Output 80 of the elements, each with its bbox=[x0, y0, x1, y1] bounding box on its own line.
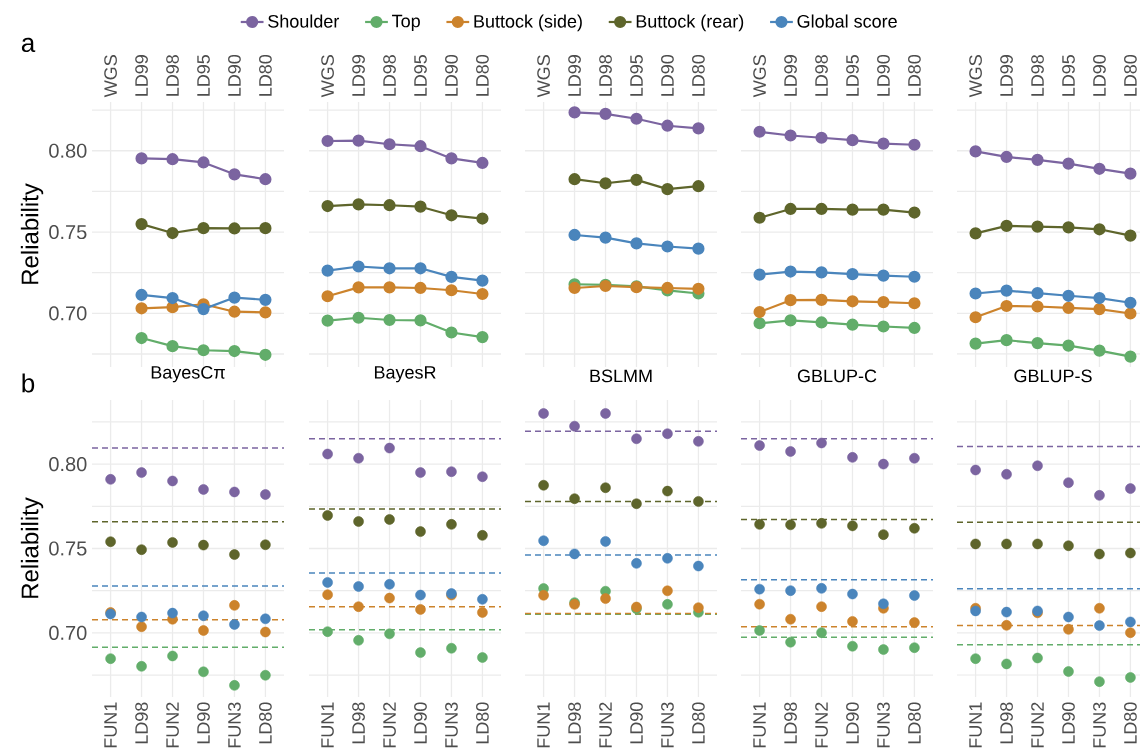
x-tick-label: WGS bbox=[753, 55, 766, 98]
x-tick-label: FUN2 bbox=[815, 702, 828, 748]
y-axis-title: Reliability bbox=[20, 183, 44, 284]
x-tick-label: LD98 bbox=[1000, 702, 1013, 744]
x-tick-label: FUN2 bbox=[383, 702, 396, 748]
x-tick-label: FUN2 bbox=[599, 702, 612, 748]
x-tick-label: LD99 bbox=[784, 55, 797, 96]
x-tick-label: LD95 bbox=[846, 55, 859, 96]
x-tick-label: LD98 bbox=[383, 55, 396, 96]
x-tick-label: FUN1 bbox=[753, 702, 766, 748]
chart-title: BayesCπ bbox=[151, 365, 225, 383]
x-tick-label: LD98 bbox=[1031, 55, 1044, 96]
x-tick-label: LD80 bbox=[908, 702, 921, 744]
legend-label: Buttock (side) bbox=[474, 14, 582, 32]
x-tick-label: FUN1 bbox=[537, 702, 550, 748]
x-tick-label: LD80 bbox=[908, 54, 921, 96]
text: a bbox=[21, 37, 36, 53]
x-tick-label: FUN1 bbox=[321, 702, 334, 748]
y-tick-label: 0.80 bbox=[49, 457, 87, 472]
x-tick-label: LD90 bbox=[877, 54, 890, 96]
x-tick-label: LD90 bbox=[661, 54, 674, 96]
y-tick-label: 0.75 bbox=[49, 541, 87, 556]
x-tick-label: LD99 bbox=[352, 55, 365, 96]
legend-label: Shoulder bbox=[268, 14, 340, 28]
x-tick-label: LD99 bbox=[1000, 55, 1013, 96]
x-tick-label: LD98 bbox=[568, 702, 581, 744]
x-tick-label: LD99 bbox=[568, 55, 581, 96]
x-tick-label: LD80 bbox=[692, 54, 705, 96]
x-tick-label: LD95 bbox=[630, 55, 643, 96]
x-tick-label: LD98 bbox=[599, 55, 612, 96]
x-tick-label: FUN3 bbox=[228, 702, 241, 748]
text: b bbox=[22, 373, 35, 393]
x-tick-label: LD90 bbox=[630, 702, 643, 744]
legend-label: Top bbox=[392, 14, 420, 31]
x-tick-label: FUN2 bbox=[166, 702, 179, 748]
x-tick-label: LD90 bbox=[197, 702, 210, 744]
x-tick-label: WGS bbox=[537, 55, 550, 98]
x-tick-label: LD80 bbox=[259, 54, 272, 96]
x-tick-label: FUN2 bbox=[1031, 702, 1044, 748]
x-tick-label: LD98 bbox=[135, 702, 148, 744]
legend-label: Buttock (rear) bbox=[636, 14, 744, 32]
chart-title: BSLMM bbox=[590, 369, 652, 383]
x-tick-label: LD95 bbox=[197, 55, 210, 96]
x-tick-label: LD80 bbox=[259, 702, 272, 744]
x-tick-label: LD80 bbox=[476, 54, 489, 96]
x-tick-label: LD80 bbox=[1124, 702, 1137, 744]
y-tick-label: 0.80 bbox=[49, 143, 87, 158]
x-tick-label: LD80 bbox=[476, 702, 489, 744]
x-tick-label: LD90 bbox=[846, 702, 859, 744]
legend-label: Global score bbox=[797, 14, 897, 28]
y-tick-label: 0.75 bbox=[49, 224, 87, 240]
x-tick-label: LD98 bbox=[352, 702, 365, 744]
x-tick-label: LD98 bbox=[784, 702, 797, 744]
x-tick-label: LD80 bbox=[1124, 54, 1137, 96]
x-tick-label: LD90 bbox=[414, 702, 427, 744]
x-tick-label: LD95 bbox=[414, 55, 427, 96]
x-tick-label: WGS bbox=[969, 55, 982, 98]
y-axis-title: Reliability bbox=[20, 497, 44, 598]
x-tick-label: LD90 bbox=[1093, 54, 1106, 96]
x-tick-label: FUN3 bbox=[1093, 702, 1106, 748]
x-tick-label: FUN3 bbox=[661, 702, 674, 748]
chart-title: GBLUP-S bbox=[1014, 369, 1092, 383]
x-tick-label: LD80 bbox=[692, 702, 705, 744]
x-tick-label: LD98 bbox=[166, 55, 179, 96]
chart-title: BayesR bbox=[374, 366, 436, 383]
y-tick-label: 0.70 bbox=[49, 625, 87, 640]
y-tick-label: 0.70 bbox=[49, 306, 87, 321]
x-tick-label: FUN3 bbox=[877, 702, 890, 748]
x-tick-label: LD90 bbox=[228, 54, 241, 96]
chart-title: GBLUP-C bbox=[797, 369, 877, 383]
x-tick-label: WGS bbox=[104, 55, 117, 98]
x-tick-label: FUN1 bbox=[104, 702, 117, 748]
x-tick-label: LD95 bbox=[1062, 55, 1075, 96]
x-tick-label: WGS bbox=[321, 55, 334, 98]
x-tick-label: LD90 bbox=[1062, 702, 1075, 744]
x-tick-label: FUN3 bbox=[445, 702, 458, 748]
x-tick-label: FUN1 bbox=[969, 702, 982, 748]
x-tick-label: LD99 bbox=[135, 55, 148, 96]
x-tick-label: LD98 bbox=[815, 55, 828, 96]
x-tick-label: LD90 bbox=[445, 54, 458, 96]
